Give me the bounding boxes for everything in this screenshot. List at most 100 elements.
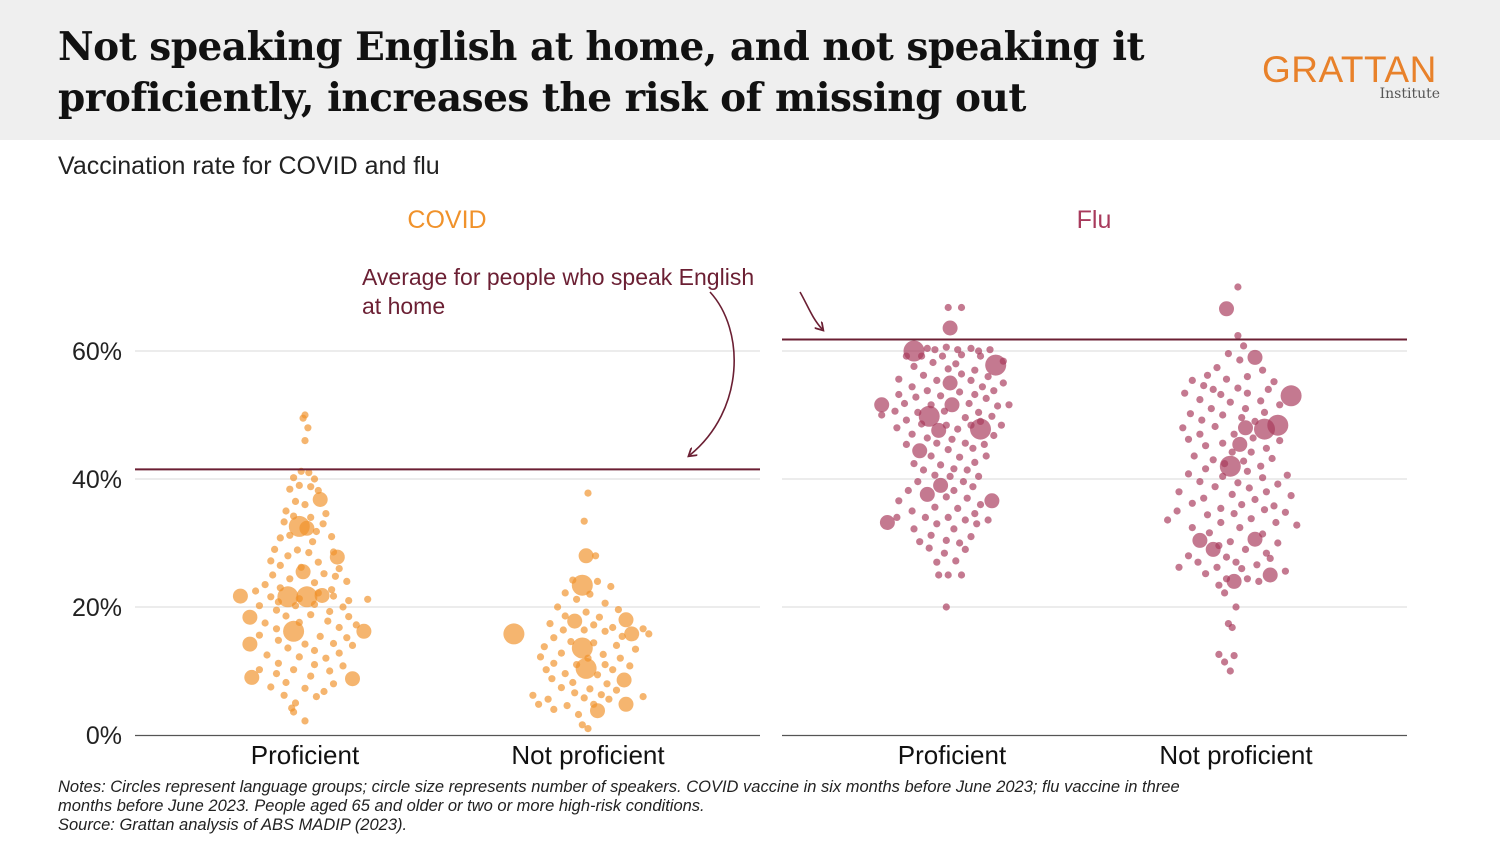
data-point bbox=[329, 549, 345, 565]
data-point bbox=[1247, 448, 1255, 456]
data-point bbox=[982, 394, 990, 402]
data-point bbox=[348, 641, 357, 650]
data-point bbox=[574, 710, 583, 719]
data-point bbox=[956, 453, 964, 461]
data-point bbox=[272, 625, 281, 633]
data-point bbox=[593, 577, 602, 586]
data-point bbox=[956, 539, 964, 547]
data-point bbox=[961, 414, 969, 422]
data-point bbox=[954, 425, 962, 433]
data-point bbox=[299, 414, 307, 422]
data-point bbox=[582, 608, 590, 616]
data-point bbox=[933, 520, 941, 528]
data-point bbox=[954, 346, 962, 354]
data-point bbox=[310, 646, 319, 655]
data-point bbox=[1222, 553, 1231, 561]
data-point bbox=[1257, 397, 1265, 405]
data-point bbox=[1253, 561, 1261, 569]
data-point bbox=[902, 352, 911, 360]
data-point bbox=[255, 602, 263, 610]
data-point bbox=[536, 653, 545, 661]
data-point bbox=[1211, 422, 1219, 431]
data-point bbox=[1262, 488, 1270, 496]
data-point bbox=[1251, 495, 1259, 504]
data-point bbox=[971, 390, 979, 399]
data-point bbox=[575, 657, 597, 679]
panel-title: Flu bbox=[1077, 206, 1112, 234]
data-point bbox=[1264, 385, 1272, 393]
data-point bbox=[345, 671, 360, 687]
data-point bbox=[900, 399, 909, 408]
data-point bbox=[1005, 401, 1013, 409]
data-point bbox=[1219, 411, 1227, 419]
data-point bbox=[956, 388, 964, 396]
data-point bbox=[957, 303, 966, 312]
data-point bbox=[985, 354, 1007, 376]
header-band: Not speaking English at home, and not sp… bbox=[0, 0, 1500, 140]
data-point bbox=[944, 446, 952, 454]
data-point bbox=[1274, 539, 1282, 547]
data-point bbox=[1186, 410, 1194, 418]
data-point bbox=[1260, 408, 1269, 416]
data-point bbox=[1213, 364, 1221, 372]
data-point bbox=[919, 486, 935, 502]
data-point bbox=[925, 544, 933, 552]
data-point bbox=[1270, 502, 1278, 510]
data-point bbox=[978, 383, 987, 391]
grattan-logo: GRATTAN Institute bbox=[1262, 50, 1444, 110]
data-point bbox=[601, 661, 609, 669]
data-point bbox=[573, 595, 581, 603]
data-point bbox=[908, 383, 916, 391]
data-point bbox=[1243, 575, 1251, 583]
data-point bbox=[984, 493, 1000, 509]
data-point bbox=[601, 599, 609, 607]
data-point bbox=[261, 581, 269, 589]
data-point bbox=[1184, 552, 1193, 560]
data-point bbox=[331, 572, 339, 580]
data-point bbox=[286, 531, 294, 539]
data-point bbox=[1184, 470, 1193, 478]
data-point bbox=[329, 680, 338, 688]
data-point bbox=[967, 533, 975, 541]
data-point bbox=[274, 636, 282, 644]
data-point bbox=[931, 471, 939, 479]
data-point bbox=[969, 483, 977, 491]
data-point bbox=[320, 687, 328, 696]
data-point bbox=[1196, 478, 1204, 486]
data-point bbox=[282, 612, 290, 620]
data-point bbox=[1268, 454, 1276, 463]
data-point bbox=[912, 393, 920, 401]
data-point bbox=[959, 478, 968, 486]
data-point bbox=[301, 640, 309, 648]
data-point bbox=[1262, 444, 1270, 452]
data-point bbox=[343, 577, 351, 586]
data-point bbox=[252, 587, 260, 595]
data-point bbox=[940, 549, 949, 557]
data-point bbox=[616, 672, 632, 688]
data-point bbox=[593, 671, 602, 679]
data-point bbox=[326, 667, 334, 675]
data-point bbox=[1188, 524, 1196, 532]
data-point bbox=[940, 407, 949, 415]
data-point bbox=[1217, 390, 1225, 399]
data-point bbox=[1287, 492, 1295, 500]
data-point bbox=[639, 625, 647, 633]
data-point bbox=[967, 376, 975, 384]
data-point bbox=[1203, 511, 1212, 519]
data-point bbox=[329, 639, 338, 648]
data-point bbox=[933, 376, 941, 384]
data-point bbox=[299, 520, 315, 536]
data-point bbox=[914, 478, 922, 486]
data-point bbox=[284, 644, 292, 652]
data-point bbox=[908, 507, 916, 515]
data-point bbox=[1226, 398, 1234, 406]
data-point bbox=[535, 700, 543, 708]
data-point bbox=[1228, 448, 1236, 456]
data-point bbox=[267, 593, 275, 601]
data-point bbox=[345, 597, 353, 605]
data-point bbox=[561, 612, 569, 620]
data-point bbox=[282, 678, 290, 687]
data-point bbox=[963, 494, 971, 502]
data-point bbox=[309, 538, 317, 546]
data-point bbox=[310, 661, 319, 669]
